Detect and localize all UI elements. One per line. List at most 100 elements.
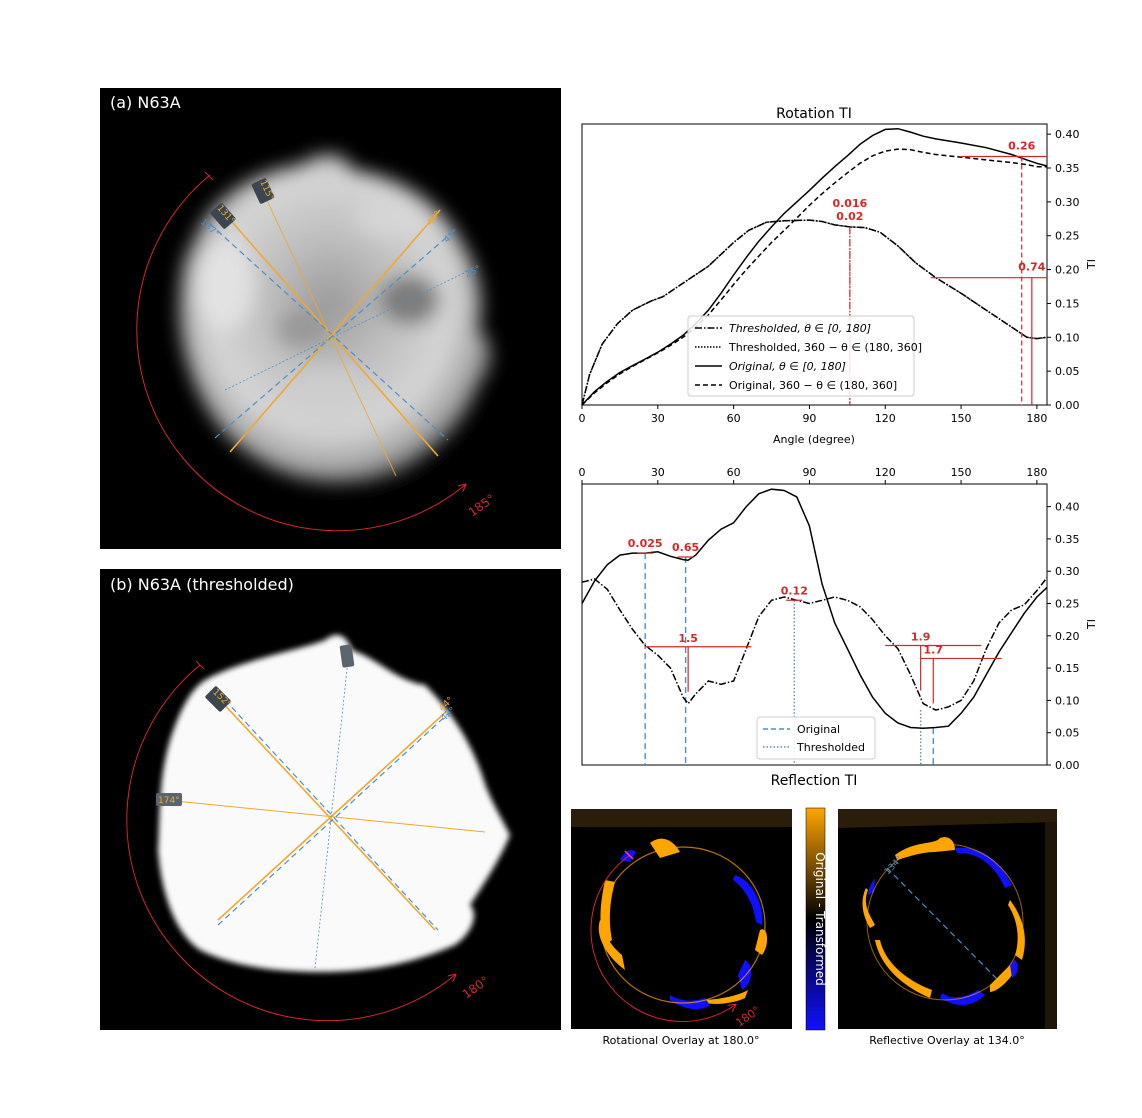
legend-label-thr-dotted: Thresholded, 360 − θ ∈ (180, 360] [728,341,922,354]
series-dashdot-1 [581,577,1048,711]
x-tick-label-0: 0 [579,412,586,425]
ref-ann-label-3: 1.5 [678,632,698,645]
legend-label-thresholded: Thresholded [796,741,865,754]
ref-ann-label-1: 0.65 [672,541,699,554]
panel-b-axis-44 [217,709,449,921]
x-tick-label-1: 30 [651,466,665,479]
series-dotted-1 [581,219,1048,406]
y-tick-label-2: 0.10 [1055,331,1080,344]
reflection-ti-chart: 0 30 60 90 120 150 180 0.00 0.05 0.10 0.15 0.20 0.2… [579,466,1099,789]
rot-overlay-ring [598,838,768,1010]
panel-b-label-box-174 [156,793,182,806]
rotation-ti-series [581,127,1048,406]
ref-overlay-top-strip [838,809,1057,828]
colorbar-gradient [805,807,826,1031]
legend-label-thr-dashdot: Thresholded, θ ∈ [0, 180] [729,322,871,335]
reflection-ti-annotations: 0.025 0.65 0.12 1.5 1.91.7 [628,537,1002,704]
y-tick-label-7: 0.35 [1055,162,1080,175]
panel-a-axis-41 [214,229,456,439]
rot-ann-label-1: 0.02 [836,210,863,223]
ref-overlay-axis [886,867,1001,983]
series-solid-0 [581,488,1048,729]
panel-b-symmetry-axes [164,659,486,969]
rot-ann-label-2: 0.26 [1008,140,1035,153]
y-tick-label-6: 0.30 [1055,565,1080,578]
panel-a-title: (a) N63A [110,93,181,112]
ref-ann-label-5: 1.7 [924,643,944,656]
x-tick-label-6: 180 [1026,466,1047,479]
y-tick-label-4: 0.20 [1055,264,1080,277]
rot-overlay-arc [590,854,735,1023]
rot-ann-label-3: 0.74 [1018,261,1045,274]
rotation-ti-frame [581,123,1048,406]
rotation-ti-y-ticks: 0.00 0.05 0.10 0.15 0.20 0.25 0.30 0.35 0.40 [1047,128,1080,412]
ref-ring-blue-3 [1010,960,1018,978]
x-tick-label-2: 60 [727,466,741,479]
ref-ann-label-0: 0.025 [628,537,663,550]
x-tick-label-3: 90 [802,412,816,425]
x-tick-label-2: 60 [727,412,741,425]
rotation-ti-xlabel: Angle (degree) [773,433,855,446]
y-tick-label-6: 0.30 [1055,196,1080,209]
ref-ring-blue-2 [940,990,985,1006]
rot-overlay-top-strip [571,809,792,827]
x-tick-label-5: 150 [951,466,972,479]
x-tick-label-5: 150 [951,412,972,425]
rot-ring-orange-2 [600,880,615,945]
reflection-ti-legend-box [756,716,876,760]
rot-ring-orange-5 [700,990,748,1004]
y-tick-label-4: 0.20 [1055,630,1080,643]
panel-a-axis-137 [209,223,449,441]
panel-b-axis-diag-blue [224,699,439,931]
legend-label-orig-dashed: Original, 360 − θ ∈ (180, 360] [729,379,897,392]
rotation-ti-legend: Thresholded, θ ∈ [0, 180] Thresholded, 3… [687,315,922,397]
reflection-ti-frame [581,483,1048,766]
ref-overlay-ring [862,837,1025,1006]
reflection-ti-ylabel: TI [1085,619,1098,630]
panel-b: 152° 174° 44° 42° 180° (b) N63A (thresho… [100,569,561,1030]
rotation-ti-legend-box [687,315,915,397]
rotation-ti-x-ticks: 0 30 60 90 120 150 180 [579,405,1047,425]
x-tick-label-4: 120 [875,466,896,479]
rotation-ti-title: Rotation TI [776,106,852,122]
ref-ring-orange-4 [1008,900,1025,960]
panel-a-label-box-131 [210,203,236,229]
reflection-ti-y-ticks: 0.00 0.05 0.10 0.15 0.20 0.25 0.30 0.35 0.40 [1047,501,1080,772]
reflection-ti-series [581,488,1048,729]
rot-ann-label-0: 0.016 [832,197,867,210]
panel-a-symmetry-axes [209,193,471,477]
rotational-overlay: 180° Rotational Overlay at 180.0° [571,809,792,1047]
x-tick-label-0: 0 [579,466,586,479]
panel-b-axis-152 [219,699,436,931]
y-tick-label-0: 0.00 [1055,399,1080,412]
y-tick-label-7: 0.35 [1055,533,1080,546]
y-tick-label-2: 0.10 [1055,694,1080,707]
series-dashed-3 [581,148,1047,406]
rot-ring-blue-1 [733,875,763,925]
panel-a-axis-49 [229,209,441,453]
colorbar-label: Original - Transformed [813,852,827,986]
panel-b-rotation-arc [126,664,455,1022]
reflective-overlay: 134° Reflective Overlay at 134.0° [838,809,1057,1047]
reflection-ti-x-ticks: 0 30 60 90 120 150 180 [579,466,1047,484]
nebula-image [179,154,493,487]
y-tick-label-8: 0.40 [1055,501,1080,514]
rot-ring-orange-3 [598,920,625,970]
x-tick-label-3: 90 [802,466,816,479]
colorbar: Original - Transformed [805,807,827,1031]
panel-a-arc-start-tick [204,171,214,181]
y-tick-label-1: 0.05 [1055,365,1080,378]
panel-a: 115° 131° 137° 49° 41° 25° 185° (a) N63A [100,88,561,549]
rot-ring-blue-2 [670,995,710,1010]
ref-ring-orange-1 [895,837,955,860]
ref-ring-orange-5 [990,960,1015,992]
panel-a-label-box-115 [251,178,275,204]
panel-b-axis-labels: 152° 174° 44° 42° [156,644,458,806]
panel-b-axis-174 [164,799,486,833]
ref-ann-label-4: 1.9 [911,630,931,643]
rot-overlay-caption: Rotational Overlay at 180.0° [602,1034,759,1047]
y-tick-label-5: 0.25 [1055,598,1080,611]
reflection-ti-title: Reflection TI [771,773,858,789]
reflection-ti-legend: Original Thresholded [756,716,876,760]
panel-a-axis-115 [263,193,397,477]
